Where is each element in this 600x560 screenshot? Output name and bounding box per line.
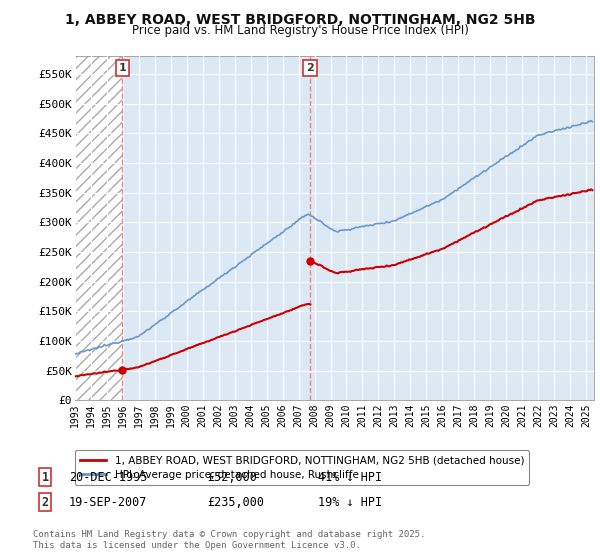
Text: £235,000: £235,000 [207,496,264,509]
Text: Price paid vs. HM Land Registry's House Price Index (HPI): Price paid vs. HM Land Registry's House … [131,24,469,37]
Text: 19-SEP-2007: 19-SEP-2007 [69,496,148,509]
Text: 20-DEC-1995: 20-DEC-1995 [69,470,148,484]
Text: 41% ↓ HPI: 41% ↓ HPI [318,470,382,484]
Text: 2: 2 [41,496,49,509]
Text: £52,000: £52,000 [207,470,257,484]
Text: 1, ABBEY ROAD, WEST BRIDGFORD, NOTTINGHAM, NG2 5HB: 1, ABBEY ROAD, WEST BRIDGFORD, NOTTINGHA… [65,13,535,27]
Text: 1: 1 [41,470,49,484]
Bar [75,56,122,400]
Text: 2: 2 [306,63,314,73]
Text: 1: 1 [119,63,127,73]
Text: 19% ↓ HPI: 19% ↓ HPI [318,496,382,509]
Text: This data is licensed under the Open Government Licence v3.0.: This data is licensed under the Open Gov… [33,542,361,550]
Legend: 1, ABBEY ROAD, WEST BRIDGFORD, NOTTINGHAM, NG2 5HB (detached house), HPI: Averag: 1, ABBEY ROAD, WEST BRIDGFORD, NOTTINGHA… [75,450,529,485]
Text: Contains HM Land Registry data © Crown copyright and database right 2025.: Contains HM Land Registry data © Crown c… [33,530,425,539]
